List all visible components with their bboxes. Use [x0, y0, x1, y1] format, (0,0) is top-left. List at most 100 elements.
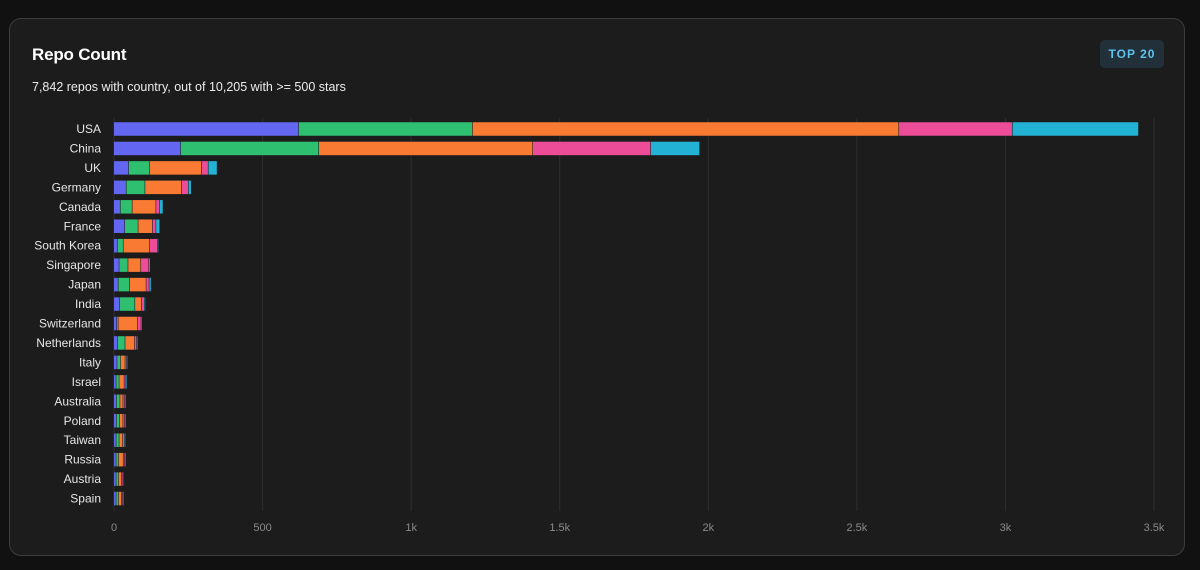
bar-segment: [180, 141, 319, 156]
bar-segment: [114, 336, 118, 350]
bar-segment: [201, 161, 208, 175]
bar-segment: [117, 336, 125, 350]
y-category-label: Switzerland: [39, 317, 101, 331]
y-category-label: UK: [84, 161, 101, 175]
bar-segment: [114, 161, 129, 175]
x-tick-label: 3k: [1000, 522, 1012, 534]
bar-segment: [156, 219, 160, 233]
bar-segment: [114, 452, 116, 467]
y-category-label: France: [64, 219, 102, 233]
bar-segment: [124, 414, 126, 428]
y-category-label: Taiwan: [64, 433, 101, 447]
bar-segment: [126, 180, 145, 195]
bar-segment: [114, 316, 117, 331]
bar-segment: [121, 472, 123, 486]
bar-segment: [141, 297, 145, 311]
bar-segment: [116, 414, 120, 428]
bar-segment: [298, 122, 473, 136]
bar-segment: [123, 394, 125, 409]
bar-segment: [126, 375, 127, 389]
bar-segment: [144, 297, 146, 311]
bar-segment: [114, 491, 116, 506]
bar-segment: [118, 277, 130, 292]
bar-segment: [114, 277, 118, 292]
bar-segment: [141, 258, 149, 272]
bar-segment: [116, 316, 118, 331]
bar-segment: [118, 491, 122, 506]
bar-segment: [141, 316, 142, 331]
bar-segment: [159, 200, 163, 214]
bar-segment: [157, 238, 159, 253]
bar-segment: [132, 200, 156, 214]
bar-segment: [125, 336, 135, 350]
bar-segment: [124, 433, 126, 447]
bar-segment: [122, 433, 125, 447]
chart-subtitle: 7,842 repos with country, out of 10,205 …: [32, 80, 346, 94]
y-category-label: Japan: [68, 278, 101, 292]
bar-segment: [129, 277, 146, 292]
bar-segment: [121, 491, 123, 506]
y-category-label: Netherlands: [36, 336, 101, 350]
y-category-label: USA: [76, 122, 101, 136]
bar-segment: [124, 452, 126, 467]
bar-segment: [134, 336, 137, 350]
bar-segment: [119, 414, 123, 428]
bar-segment: [149, 258, 150, 272]
bar-segment: [149, 238, 158, 253]
bar-segment: [128, 258, 141, 272]
chart-card: Repo Count 7,842 repos with country, out…: [9, 18, 1185, 556]
bar-segment: [117, 355, 121, 370]
bar-segment: [181, 180, 188, 195]
y-category-label: Canada: [59, 200, 101, 214]
y-category-label: South Korea: [34, 239, 101, 253]
y-category-label: Israel: [72, 375, 101, 389]
chart-title: Repo Count: [32, 45, 127, 64]
bar-segment: [116, 433, 119, 447]
bar-segment: [119, 297, 135, 311]
bar-segment: [118, 472, 122, 486]
bar-segment: [123, 414, 125, 428]
bar-segment: [116, 394, 120, 409]
bar-segment: [114, 394, 117, 409]
bar-segment: [119, 433, 123, 447]
bar-segment: [138, 219, 153, 233]
y-category-label: Austria: [64, 472, 102, 486]
bar-segment: [114, 200, 120, 214]
bar-segment: [123, 452, 125, 467]
bar-segment: [114, 375, 116, 389]
bar-segment: [149, 277, 151, 292]
bar-segment: [114, 141, 181, 156]
y-category-label: India: [75, 297, 101, 311]
bar-segment: [899, 122, 1012, 136]
bar-segment: [120, 355, 125, 370]
y-category-label: Poland: [64, 414, 101, 428]
y-category-label: Australia: [54, 394, 101, 408]
bar-segment: [152, 219, 156, 233]
y-category-label: Italy: [79, 355, 101, 369]
bar-segment: [136, 336, 138, 350]
bar-segment: [119, 375, 124, 389]
bar-segment: [116, 472, 119, 486]
bar-segment: [114, 472, 116, 486]
bar-segment: [472, 122, 899, 136]
bar-segment: [319, 141, 533, 156]
bar-segment: [114, 433, 116, 447]
bar-segment: [156, 200, 160, 214]
bar-segment: [118, 452, 123, 467]
bar-segment: [118, 316, 138, 331]
bar-segment: [117, 238, 123, 253]
bar-segment: [149, 161, 202, 175]
bar-segment: [114, 219, 125, 233]
bar-segment: [137, 316, 141, 331]
x-tick-label: 2.5k: [846, 522, 867, 534]
bar-segment: [122, 491, 124, 506]
bar-segment: [650, 141, 700, 156]
top-20-badge[interactable]: TOP 20: [1100, 40, 1164, 68]
bar-segment: [124, 219, 138, 233]
bar-segment: [123, 238, 150, 253]
bar-segment: [114, 180, 126, 195]
x-tick-label: 1k: [405, 522, 417, 534]
bar-segment: [114, 297, 120, 311]
x-tick-label: 0: [111, 522, 117, 534]
y-category-label: Germany: [52, 180, 101, 194]
